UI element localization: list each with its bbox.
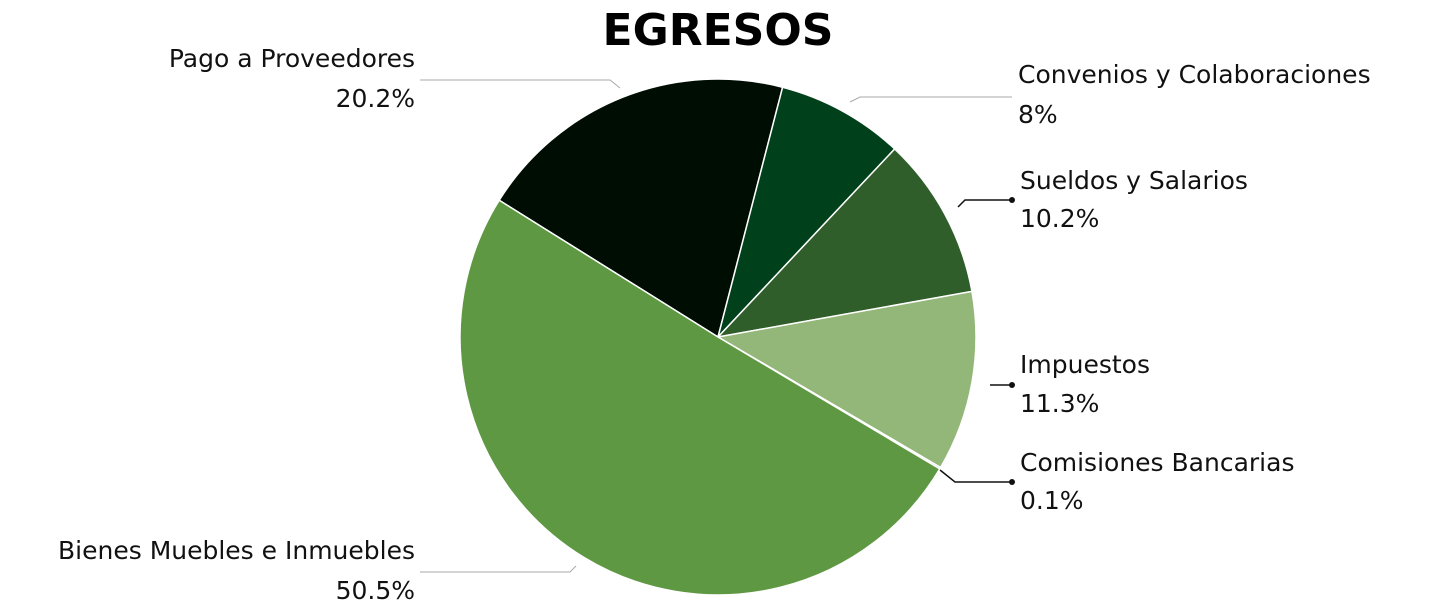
leader-dot [1009, 382, 1015, 388]
slice-label: Convenios y Colaboraciones [1018, 60, 1371, 89]
pie-slice [459, 199, 941, 596]
slice-value-label: 8% [1018, 100, 1058, 129]
pie-slice [715, 290, 977, 469]
leader-line [420, 79, 621, 89]
slice-label: Comisiones Bancarias [1020, 448, 1294, 477]
leader-line [939, 469, 1012, 483]
slice-label: Sueldos y Salarios [1020, 166, 1248, 195]
slice-value-label: 50.5% [336, 576, 415, 605]
leader-dot [1009, 197, 1015, 203]
slice-value-label: 0.1% [1020, 486, 1084, 515]
slice-value-label: 20.2% [336, 84, 415, 113]
slice-label: Impuestos [1020, 350, 1150, 379]
slice-label: Bienes Muebles e Inmuebles [58, 536, 415, 565]
leader-line [849, 96, 1012, 103]
slice-label: Pago a Proveedores [169, 44, 415, 73]
leader-line [957, 199, 1012, 208]
slice-value-label: 11.3% [1020, 389, 1099, 418]
pie-slice [715, 147, 973, 339]
pie-slice [498, 78, 784, 339]
leader-dot [1009, 479, 1015, 485]
slice-value-label: 10.2% [1020, 204, 1099, 233]
pie-slice [717, 86, 896, 338]
chart-title: EGRESOS [603, 5, 834, 56]
leader-line [420, 565, 577, 573]
